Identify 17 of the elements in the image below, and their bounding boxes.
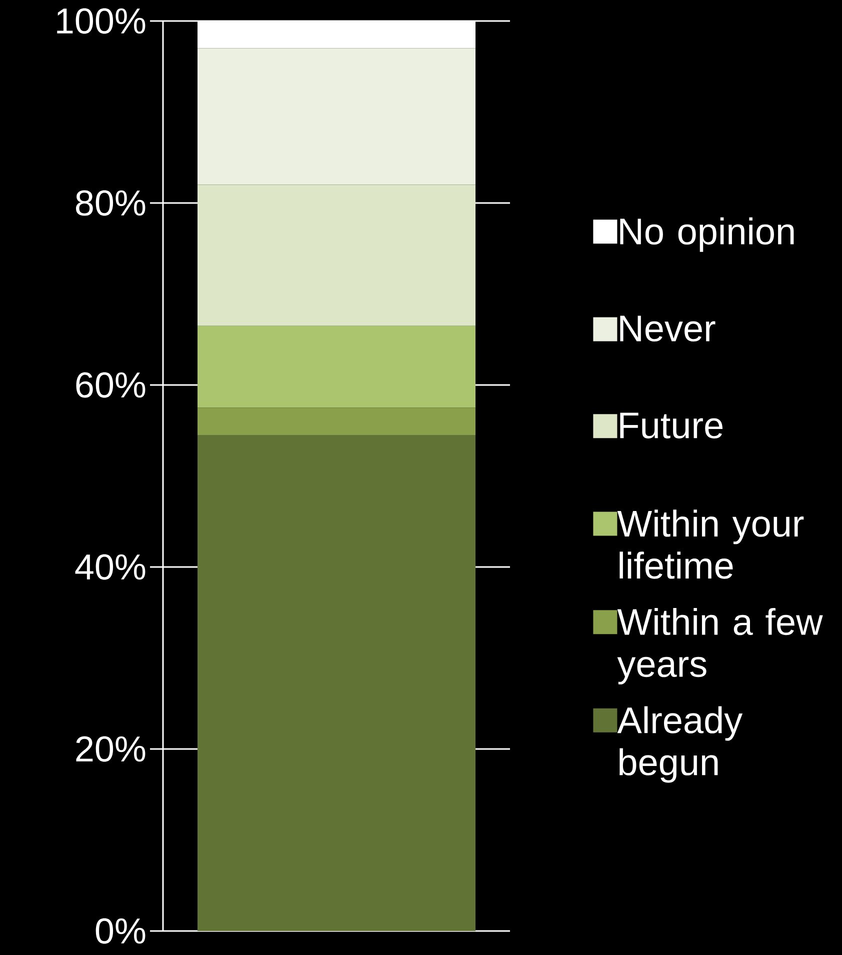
legend-label: Within your lifetime [617,510,804,579]
bar [198,408,476,436]
y-tick-label: 40% [75,554,146,580]
bar [198,326,476,408]
y-tick-label: 60% [76,372,146,398]
bar [198,48,476,185]
legend-label: Within a few years [617,608,823,684]
bar [198,184,476,326]
legend-label: Never [620,316,716,342]
y-tick-label: 100% [57,8,146,34]
y-tick-label: 0% [96,918,146,944]
y-tick-label: 20% [76,736,146,762]
y-tick-label: 80% [76,190,146,216]
legend-label: Already begun [617,706,743,783]
bar [198,435,476,931]
legend-label: Future [620,412,722,439]
legend-label: No opinion [620,217,794,252]
